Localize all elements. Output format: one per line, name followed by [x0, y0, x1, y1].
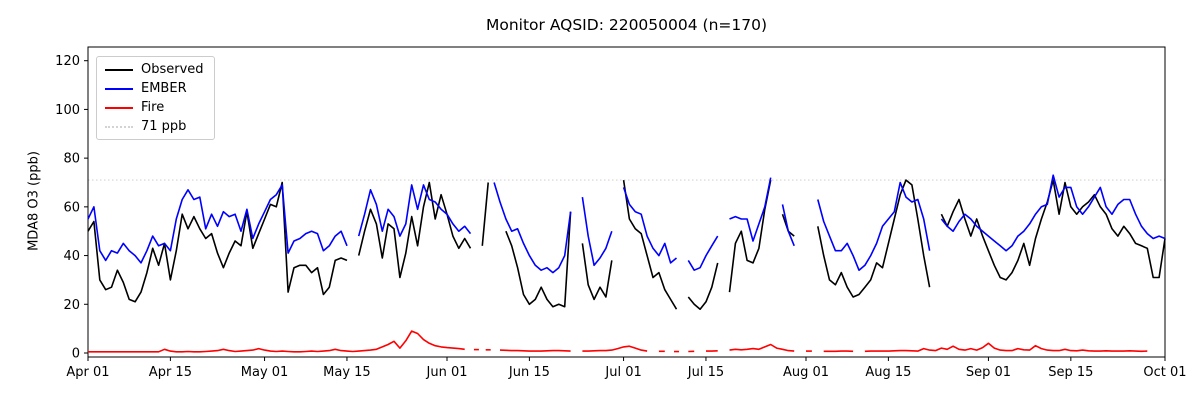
- fire-line: [88, 330, 465, 353]
- legend-label-fire: Fire: [141, 100, 165, 115]
- axes-frame: [87, 46, 1166, 358]
- observed-line: [622, 179, 678, 310]
- observed-line: [728, 179, 772, 293]
- ember-line: [87, 184, 348, 264]
- x-tick-label: May 15: [323, 365, 371, 380]
- ember-line-sample: [105, 87, 133, 90]
- fire-line: [729, 343, 795, 352]
- x-tick-label: Jul 15: [687, 365, 724, 380]
- ember-line: [729, 177, 772, 242]
- observed-line: [481, 182, 489, 246]
- observed-line: [581, 243, 613, 301]
- x-tick-label: Jun 15: [508, 365, 550, 380]
- x-tick-label: Apr 01: [66, 365, 109, 380]
- y-tick-label: 60: [63, 200, 80, 215]
- x-tick-label: Sep 01: [966, 365, 1011, 380]
- ember-line: [357, 184, 472, 237]
- legend-item-observed: Observed: [105, 62, 204, 77]
- fire-line-sample: [105, 106, 133, 109]
- x-tick-label: Sep 15: [1048, 365, 1093, 380]
- legend-item-ember: EMBER: [105, 81, 204, 96]
- legend-item-threshold: 71 ppb: [105, 119, 204, 134]
- y-tick-label: 20: [63, 298, 80, 313]
- ember-line: [581, 196, 613, 267]
- x-tick-label: Aug 01: [783, 365, 829, 380]
- x-tick-label: Jun 01: [426, 365, 468, 380]
- y-tick-label: 120: [55, 54, 80, 69]
- x-tick-label: Aug 15: [865, 365, 911, 380]
- observed-line: [687, 262, 719, 311]
- y-tick-label: 100: [55, 103, 80, 118]
- y-tick-label: 40: [63, 249, 80, 264]
- ember-line: [622, 187, 678, 264]
- x-tick-label: May 01: [241, 365, 289, 380]
- chart-title: Monitor AQSID: 220050004 (n=170): [485, 16, 768, 34]
- ember-line: [493, 182, 572, 274]
- observed-line: [505, 211, 572, 308]
- observed-line: [357, 181, 472, 279]
- x-tick-label: Apr 15: [149, 365, 192, 380]
- fire-line: [864, 342, 1148, 353]
- observed-line: [87, 181, 348, 303]
- x-tick-label: Oct 01: [1143, 365, 1186, 380]
- fire-line: [499, 349, 571, 352]
- x-tick-label: Jul 01: [604, 365, 641, 380]
- legend-label-observed: Observed: [141, 62, 204, 77]
- observed-line-sample: [105, 68, 133, 71]
- legend-item-fire: Fire: [105, 100, 204, 115]
- observed-line: [817, 179, 931, 298]
- ember-line: [687, 235, 719, 272]
- legend: Observed EMBER Fire 71 ppb: [96, 56, 215, 140]
- fire-line: [582, 345, 648, 352]
- ember-line: [940, 174, 1166, 252]
- legend-label-ember: EMBER: [141, 81, 187, 96]
- threshold-line-sample: [105, 125, 133, 128]
- ember-line: [781, 204, 795, 247]
- y-tick-label: 80: [63, 152, 80, 167]
- observed-line: [940, 179, 1166, 281]
- legend-label-threshold: 71 ppb: [141, 119, 187, 134]
- ember-line: [817, 181, 931, 272]
- y-tick-label: 0: [72, 347, 80, 362]
